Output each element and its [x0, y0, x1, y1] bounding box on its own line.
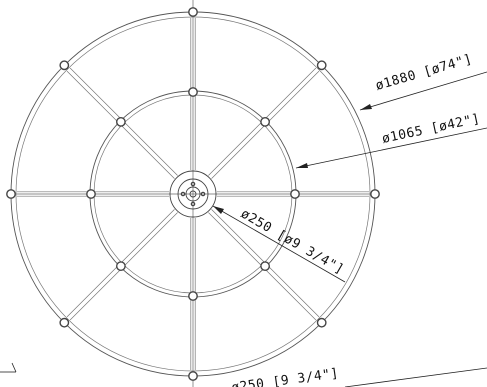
hub-dimension: ø250 [ø9 3/4"] [212, 205, 346, 283]
inner-bolt-hole-west [86, 189, 96, 199]
outer-bolt-hole-north [188, 7, 198, 17]
hub-leader-line [212, 205, 346, 283]
inner-bolt-hole-south [188, 291, 198, 301]
inner-bolt-hole-north-east [260, 117, 270, 127]
hub-bolt-left [180, 191, 186, 197]
outer-bolt-hole-south-east [316, 317, 327, 328]
bottom-dimension: ø250 [9 3/4"] [230, 366, 487, 387]
outer-arrowhead [360, 104, 372, 110]
bottom-leader-line [344, 367, 487, 387]
hub-bolt-top [190, 181, 196, 187]
inner-bolt-hole-south-east [260, 261, 270, 271]
outer-bolt-hole-north-west [59, 60, 70, 71]
inner-arrowhead [296, 163, 308, 168]
hub-core-circle [189, 190, 197, 198]
inner-bolt-hole-north [188, 87, 198, 97]
outer-diameter-label: ø1880 [ø74"] [374, 52, 474, 94]
outer-bolt-hole-north-east [316, 60, 327, 71]
inner-leader-line [295, 127, 487, 169]
outer-bolt-hole-west [6, 189, 16, 199]
hub [169, 170, 217, 218]
hub-bolt-bottom [190, 201, 196, 207]
center-axes [10, 0, 378, 387]
bottom-left-tick [11, 362, 17, 373]
hub-bolt-right [200, 191, 206, 197]
outer-dimension: ø1880 [ø74"] [359, 52, 487, 111]
inner-bolt-hole-east [290, 189, 300, 199]
outer-leader-line [359, 71, 487, 111]
inner-dimension: ø1065 [ø42"] [295, 111, 487, 169]
inner-diameter-label: ø1065 [ø42"] [381, 111, 482, 146]
hub-diameter-label: ø250 [ø9 3/4"] [238, 206, 346, 277]
hub-inner-circle [185, 186, 201, 202]
outer-bolt-hole-south-west [59, 317, 70, 328]
hub-arrowhead [213, 206, 224, 214]
hub-outer-circle [169, 170, 217, 218]
outer-rim-inner-circle [15, 16, 371, 372]
bottom-diameter-label: ø250 [9 3/4"] [230, 366, 339, 387]
inner-bolt-hole-north-west [116, 117, 126, 127]
bolt-holes [6, 7, 380, 381]
bottom-left-fragment [0, 362, 17, 373]
inner-bolt-hole-south-west [116, 261, 126, 271]
hub-middle-circle [177, 178, 209, 210]
outer-bolt-hole-south [188, 371, 198, 381]
outer-bolt-hole-east [370, 189, 380, 199]
